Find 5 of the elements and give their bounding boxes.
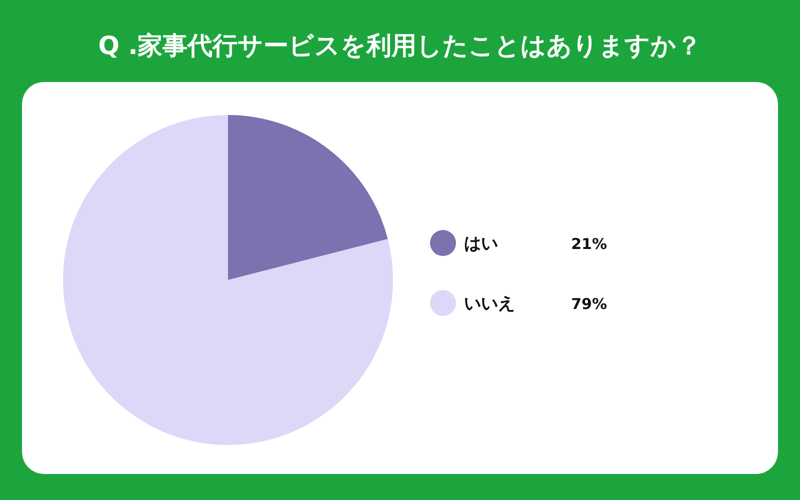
chart-title: Q .家事代行サービスを利用したことはありますか？ bbox=[98, 31, 702, 60]
legend-label: いいえ bbox=[464, 294, 515, 314]
data-label: 21% bbox=[571, 235, 607, 253]
legend-label: はい bbox=[464, 234, 498, 254]
data-label: 79% bbox=[571, 295, 607, 313]
